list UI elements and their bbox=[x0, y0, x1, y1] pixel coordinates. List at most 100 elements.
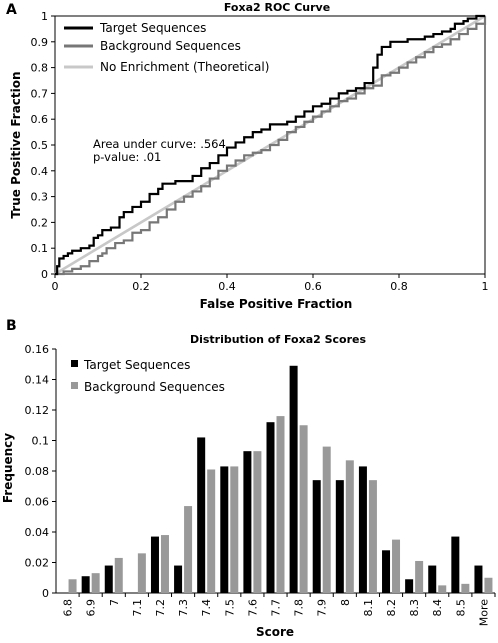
roc-chart-title: Foxa2 ROC Curve bbox=[224, 1, 330, 14]
roc-y-tick-label: 0.2 bbox=[31, 216, 49, 229]
target-bar bbox=[150, 536, 159, 593]
histogram-category-label: 6.9 bbox=[85, 599, 98, 617]
target-bar bbox=[220, 466, 229, 593]
histogram-y-tick-label: 0.04 bbox=[25, 526, 50, 539]
roc-y-tick-label: 0.3 bbox=[31, 191, 49, 204]
background-bar bbox=[230, 466, 239, 593]
histogram-category-label: 8 bbox=[339, 599, 352, 606]
histogram-background-legend-label: Background Sequences bbox=[84, 380, 225, 394]
target-bar bbox=[266, 422, 275, 593]
roc-y-tick-label: 0.5 bbox=[31, 139, 49, 152]
target-bar bbox=[104, 565, 113, 593]
background-bar bbox=[322, 446, 331, 593]
background-bar bbox=[299, 425, 308, 593]
roc-y-tick-label: 0.8 bbox=[31, 62, 49, 75]
background-bar bbox=[415, 560, 424, 593]
roc-x-axis-title: False Positive Fraction bbox=[200, 297, 353, 311]
background-bar bbox=[345, 460, 354, 593]
roc-y-tick-label: 0 bbox=[41, 268, 48, 281]
histogram-category-label: 7.9 bbox=[316, 599, 329, 617]
roc-x-tick-label: 0.8 bbox=[390, 280, 408, 293]
roc-plot: 0 0.1 0.2 0.3 0.4 0.5 0.6 0.7 0.8 0.9 1 0 0.2 0.4 0.6 0… bbox=[31, 10, 489, 293]
histogram-category-label: 7.5 bbox=[223, 599, 236, 617]
histogram-category-label: 7 bbox=[108, 599, 121, 606]
background-legend-label: Background Sequences bbox=[100, 39, 241, 53]
background-bar bbox=[368, 480, 377, 593]
roc-y-tick-label: 0.4 bbox=[31, 165, 49, 178]
roc-x-tick-label: 0.2 bbox=[132, 280, 150, 293]
background-bar bbox=[253, 451, 262, 593]
target-bar bbox=[335, 480, 344, 593]
histogram-category-label: 7.1 bbox=[131, 599, 144, 617]
background-bar bbox=[438, 585, 447, 593]
target-bar bbox=[451, 536, 460, 593]
background-bar bbox=[484, 577, 493, 593]
panel-b-letter: B bbox=[6, 318, 17, 334]
background-bar bbox=[461, 583, 470, 593]
histogram-y-tick-label: 0.16 bbox=[25, 343, 50, 356]
histogram-category-label: 8.2 bbox=[385, 599, 398, 617]
histogram-y-tick-label: 0.08 bbox=[25, 465, 50, 478]
target-bar bbox=[289, 365, 298, 593]
roc-y-tick-label: 0.6 bbox=[31, 113, 49, 126]
roc-y-tick-label: 0.9 bbox=[31, 36, 49, 49]
target-bar bbox=[474, 565, 483, 593]
histogram-category-label: 8.3 bbox=[408, 599, 421, 617]
background-bar bbox=[68, 579, 77, 593]
target-sequences-line bbox=[55, 14, 485, 276]
auc-annotation: Area under curve: .564 bbox=[93, 137, 226, 151]
histogram-plot: 0 0.02 0.04 0.06 0.08 0.1 0.12 0.14 0.16 6.8 6.9 7 7… bbox=[25, 343, 496, 626]
target-bar bbox=[312, 480, 321, 593]
p-value-annotation: p-value: .01 bbox=[93, 150, 161, 164]
histogram-category-label: 7.8 bbox=[293, 599, 306, 617]
background-sequences-line bbox=[55, 16, 487, 276]
histogram-category-label: 7.7 bbox=[270, 599, 283, 617]
target-bar bbox=[174, 565, 183, 593]
histogram-y-tick-label: 0.1 bbox=[32, 435, 50, 448]
histogram-target-legend-swatch bbox=[71, 360, 78, 367]
roc-y-tick-label: 1 bbox=[41, 10, 48, 23]
target-bar bbox=[358, 466, 367, 593]
histogram-category-label: 6.8 bbox=[62, 599, 75, 617]
histogram-y-tick-label: 0.14 bbox=[25, 374, 50, 387]
background-bar bbox=[392, 539, 401, 593]
histogram-background-legend-swatch bbox=[71, 382, 78, 389]
histogram-category-label: More bbox=[477, 599, 490, 627]
target-bar bbox=[382, 550, 391, 593]
panel-a-letter: A bbox=[6, 2, 17, 18]
roc-y-tick-label: 0.1 bbox=[31, 242, 49, 255]
histogram-category-label: 7.2 bbox=[154, 599, 167, 617]
roc-x-tick-label: 0.6 bbox=[304, 280, 322, 293]
background-bar bbox=[276, 416, 285, 593]
roc-x-tick-label: 1 bbox=[482, 280, 489, 293]
roc-x-tick-label: 0.4 bbox=[218, 280, 236, 293]
background-bar bbox=[184, 506, 193, 593]
target-bar bbox=[405, 579, 414, 593]
target-bar bbox=[81, 576, 90, 593]
histogram-y-tick-label: 0.02 bbox=[25, 557, 50, 570]
target-bar bbox=[243, 451, 252, 593]
histogram-category-label: 7.4 bbox=[200, 599, 213, 617]
no-enrichment-legend-label: No Enrichment (Theoretical) bbox=[100, 60, 269, 74]
histogram-y-tick-label: 0.06 bbox=[25, 496, 50, 509]
histogram-category-label: 8.5 bbox=[454, 599, 467, 617]
histogram-target-legend-label: Target Sequences bbox=[83, 358, 190, 372]
histogram-x-axis-title: Score bbox=[256, 625, 294, 639]
roc-y-tick-label: 0.7 bbox=[31, 87, 49, 100]
target-bar bbox=[197, 437, 206, 593]
histogram-category-label: 8.1 bbox=[362, 599, 375, 617]
roc-x-tick-label: 0 bbox=[52, 280, 59, 293]
histogram-title: Distribution of Foxa2 Scores bbox=[190, 333, 367, 346]
target-bar bbox=[428, 565, 437, 593]
histogram-category-label: 7.6 bbox=[246, 599, 259, 617]
background-bar bbox=[114, 557, 123, 593]
background-bar bbox=[207, 469, 216, 593]
background-bar bbox=[160, 535, 169, 593]
histogram-category-label: 7.3 bbox=[177, 599, 190, 617]
roc-y-axis-title: True Positive Fraction bbox=[9, 71, 23, 218]
background-bar bbox=[137, 553, 146, 593]
histogram-y-tick-label: 0.12 bbox=[25, 404, 50, 417]
histogram-y-tick-label: 0 bbox=[42, 587, 49, 600]
target-legend-label: Target Sequences bbox=[99, 21, 206, 35]
